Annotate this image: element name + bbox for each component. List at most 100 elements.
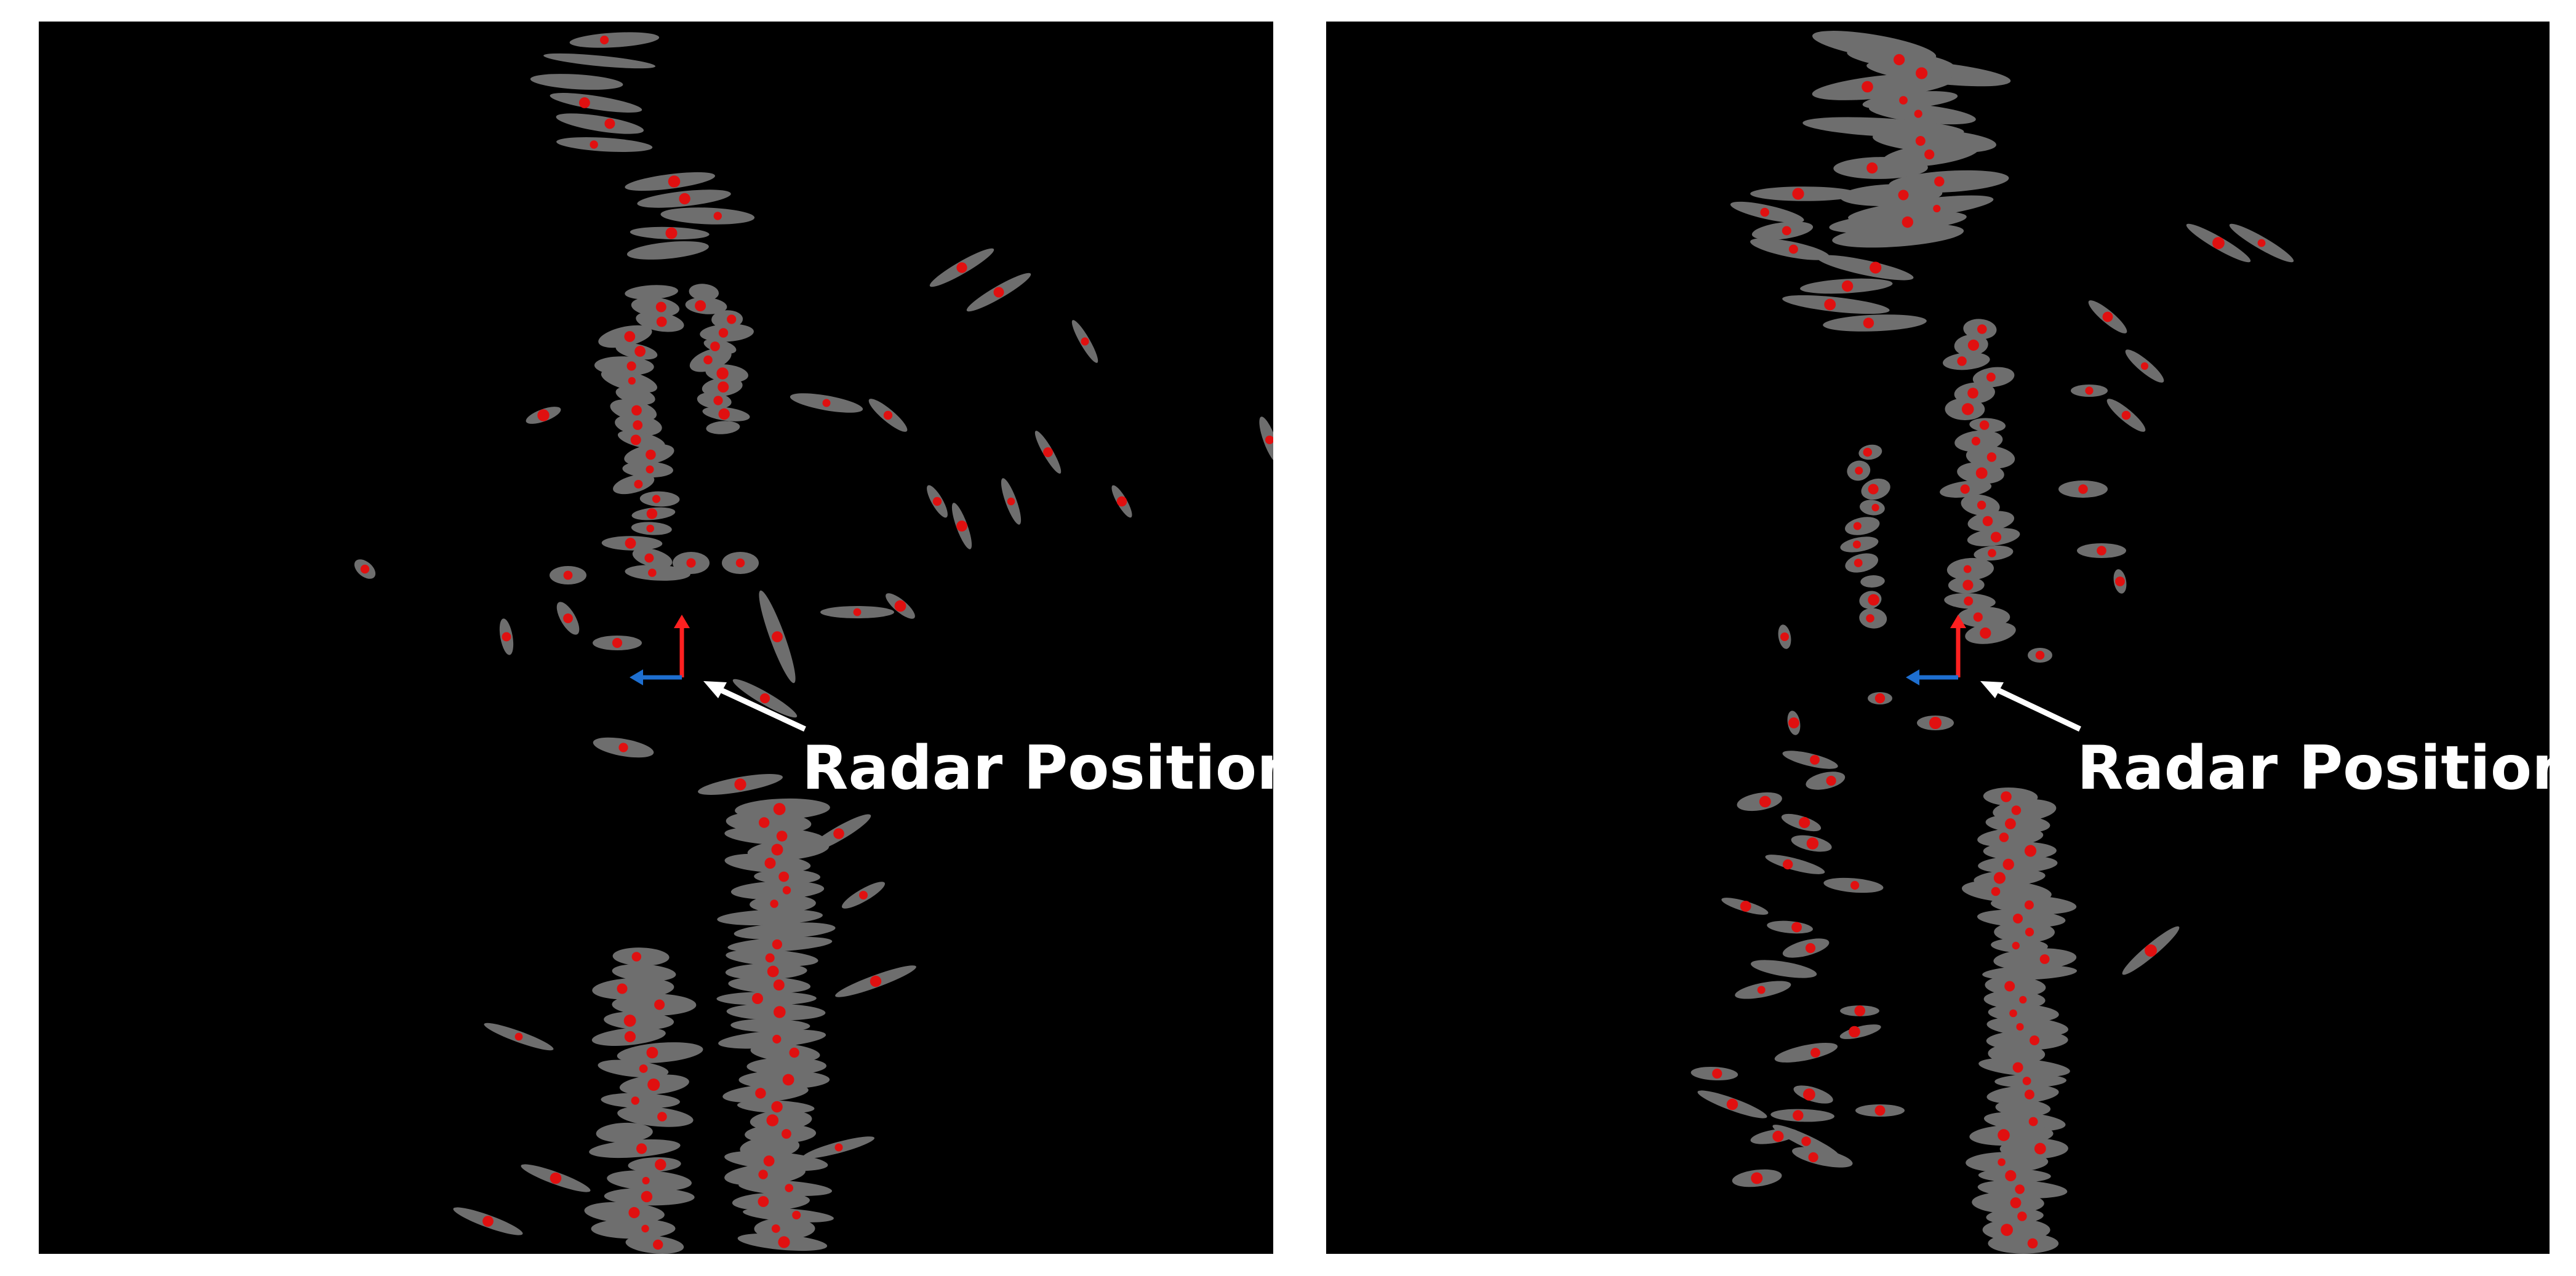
detection-point — [1116, 496, 1127, 507]
detection-point — [626, 361, 636, 371]
detection-point — [718, 408, 730, 420]
uncertainty-ellipse — [1845, 517, 1880, 535]
detection-point — [2002, 858, 2014, 871]
pointer-arrow-right — [1980, 681, 2081, 732]
detection-point — [834, 1143, 843, 1152]
detection-point — [2017, 1211, 2027, 1221]
detection-point — [655, 1158, 666, 1171]
detection-point — [1874, 1105, 1886, 1116]
uncertainty-ellipse — [612, 964, 676, 981]
uncertainty-ellipse — [717, 909, 823, 926]
detection-point — [648, 568, 657, 577]
detection-point — [764, 858, 776, 869]
uncertainty-ellipse — [660, 207, 755, 225]
detection-point — [634, 480, 643, 488]
lateral-axis-arrowhead — [630, 669, 643, 685]
detection-point — [1899, 96, 1908, 105]
detection-point — [1933, 204, 1941, 213]
uncertainty-ellipse — [625, 565, 690, 581]
detection-point — [646, 524, 654, 533]
uncertainty-ellipse — [1988, 1233, 2059, 1254]
detection-point — [894, 600, 906, 612]
detection-point — [1863, 447, 1873, 457]
detection-point — [1780, 632, 1789, 641]
detection-point — [1924, 149, 1935, 160]
uncertainty-ellipse — [569, 32, 660, 48]
detection-point — [1788, 717, 1799, 728]
detection-point — [641, 1190, 653, 1203]
uncertainty-ellipse — [1983, 842, 2057, 860]
uncertainty-ellipse — [556, 137, 653, 153]
detection-point — [1980, 627, 1991, 639]
detection-point — [1894, 54, 1905, 66]
detection-point — [514, 1032, 523, 1041]
detection-point — [833, 828, 844, 839]
uncertainty-ellipse — [1994, 921, 2055, 943]
detection-point — [759, 817, 770, 828]
detection-point — [695, 300, 706, 311]
detection-point — [1979, 420, 1990, 430]
detection-point — [550, 1172, 562, 1184]
detection-point — [628, 1206, 640, 1219]
detection-point — [1934, 176, 1945, 187]
uncertainty-ellipse — [1860, 575, 1885, 588]
detection-point — [1967, 339, 1979, 351]
detection-point — [1712, 1068, 1722, 1079]
detection-point — [1791, 922, 1802, 933]
detection-point — [1960, 484, 1970, 494]
uncertainty-ellipse — [1750, 960, 1817, 978]
uncertainty-ellipse — [584, 1202, 665, 1224]
uncertainty-ellipse — [1986, 1085, 2059, 1104]
radar-axes-left — [630, 615, 690, 685]
uncertainty-ellipse — [591, 1218, 676, 1239]
detection-point — [883, 410, 893, 420]
uncertainty-ellipse — [706, 421, 740, 434]
uncertainty-ellipse — [628, 1157, 681, 1173]
uncertainty-ellipse — [1983, 991, 2046, 1009]
uncertainty-ellipse — [1966, 1152, 2049, 1173]
detection-point — [870, 975, 882, 987]
detection-point — [1760, 207, 1769, 217]
detection-point — [765, 953, 775, 963]
detection-point — [1854, 1005, 1865, 1016]
detection-point — [2257, 239, 2266, 247]
detection-point — [563, 570, 573, 580]
detection-point — [2034, 1142, 2046, 1155]
detection-point — [1998, 1158, 2006, 1166]
detection-point — [773, 979, 785, 991]
detection-point — [2078, 484, 2088, 494]
detection-point — [647, 1079, 660, 1091]
detection-point — [1726, 1098, 1738, 1111]
uncertainty-ellipse — [601, 1093, 680, 1109]
detection-point — [2035, 650, 2045, 660]
uncertainty-ellipse — [1993, 948, 2077, 970]
detection-point — [1902, 216, 1913, 228]
detection-point — [956, 262, 967, 273]
detection-point — [703, 355, 713, 365]
detection-point — [652, 495, 661, 503]
detection-point — [1957, 356, 1967, 366]
detection-point — [1871, 503, 1879, 512]
detection-point — [770, 899, 778, 908]
detection-point — [718, 328, 729, 338]
detection-point — [772, 631, 783, 642]
detection-point — [778, 871, 790, 882]
detection-point — [1826, 775, 1836, 786]
detection-point — [1759, 796, 1771, 808]
detection-point — [646, 465, 654, 474]
detection-point — [668, 175, 681, 188]
detection-point — [1081, 337, 1089, 346]
detection-point — [1841, 280, 1854, 292]
radar-map-left: Radar Position — [39, 22, 1273, 1254]
detection-point — [1866, 614, 1874, 623]
uncertainty-ellipse — [743, 1208, 834, 1222]
detection-point — [2022, 1077, 2031, 1085]
detection-point — [1792, 188, 1804, 200]
detection-point — [767, 965, 779, 978]
uncertainty-ellipse — [725, 963, 807, 980]
detection-point — [1990, 532, 2002, 543]
uncertainty-ellipse — [613, 474, 655, 495]
detection-point — [763, 1155, 775, 1166]
uncertainty-ellipse — [1817, 255, 1914, 281]
uncertainty-ellipse — [1792, 1147, 1853, 1168]
